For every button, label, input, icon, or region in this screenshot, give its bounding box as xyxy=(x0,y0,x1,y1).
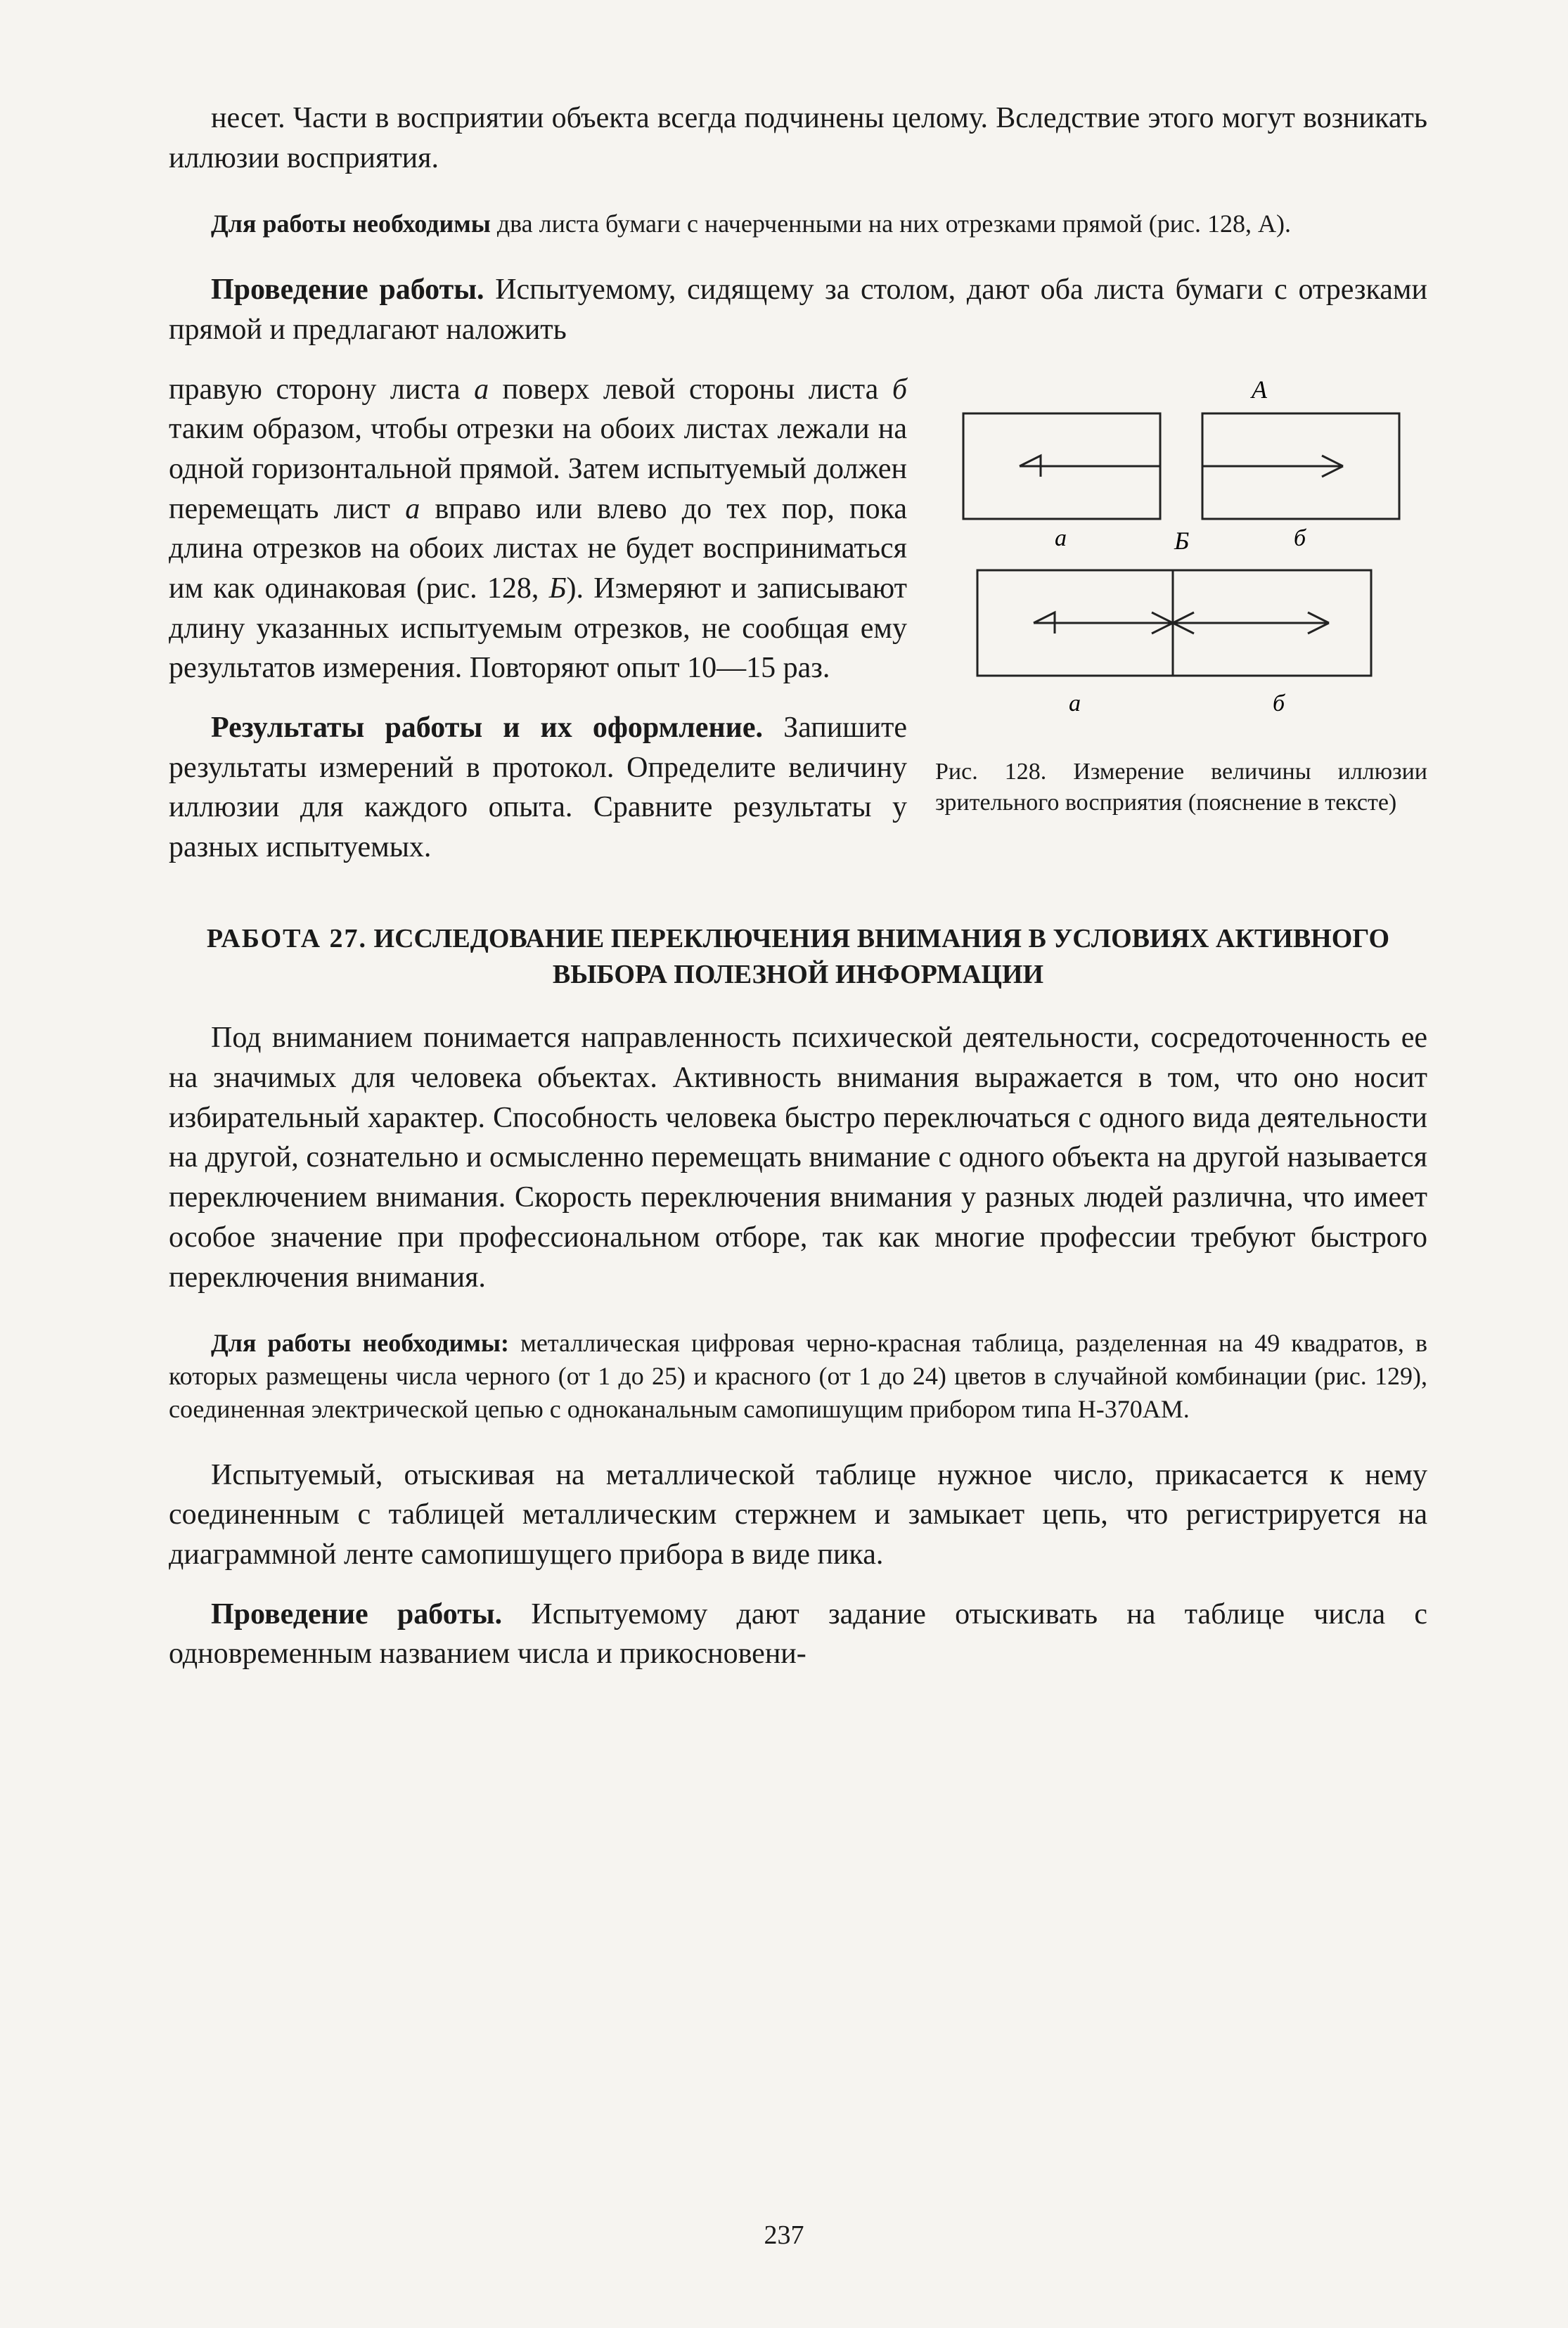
p2-bold: Для работы необходимы xyxy=(211,210,491,238)
p6-bold: Для работы необходимы: xyxy=(211,1329,509,1357)
fig-label-A: А xyxy=(1250,377,1268,404)
p4-bold: Результаты работы и их оформление. xyxy=(211,712,763,744)
fig-label-a2: а xyxy=(1069,690,1081,716)
section-title-work: РАБОТА 27. xyxy=(207,924,367,953)
fig-label-B: Б xyxy=(1174,527,1189,555)
p8-bold: Проведение работы. xyxy=(211,1598,502,1631)
paragraphs-7-8: Испытуемый, отыскивая на металлической т… xyxy=(169,1455,1427,1674)
figure-128-caption: Рис. 128. Измерение величины иллюзии зри… xyxy=(935,757,1427,818)
fig-label-b1: б xyxy=(1294,525,1307,551)
paragraph-6: Для работы необходимы: металлическая циф… xyxy=(169,1327,1427,1425)
paragraph-5: Под вниманием понимается направленность … xyxy=(169,1018,1427,1297)
page-number: 237 xyxy=(0,2220,1568,2251)
figure-128: А а Б б xyxy=(935,377,1427,818)
p7-text: Испытуемый, отыскивая на металлической т… xyxy=(169,1455,1427,1575)
fig-label-a1: а xyxy=(1055,525,1067,551)
page: несет. Части в восприятии объекта всегда… xyxy=(0,0,1568,2328)
section-title-rest: ИССЛЕДОВАНИЕ ПЕРЕКЛЮЧЕНИЯ ВНИМАНИЯ В УСЛ… xyxy=(367,924,1389,989)
p1-text: несет. Части в восприятии объекта всегда… xyxy=(169,98,1427,178)
paragraph-2: Для работы необходимы два листа бумаги с… xyxy=(169,207,1427,240)
section-title-27: РАБОТА 27. ИССЛЕДОВАНИЕ ПЕРЕКЛЮЧЕНИЯ ВНИ… xyxy=(169,921,1427,993)
fig-label-b2: б xyxy=(1273,690,1286,716)
p5-text: Под вниманием понимается направленность … xyxy=(169,1018,1427,1297)
paragraph-1: несет. Части в восприятии объекта всегда… xyxy=(169,98,1427,178)
p2-rest: два листа бумаги с начерченными на них о… xyxy=(491,210,1291,238)
figure-128-svg: А а Б б xyxy=(935,377,1427,742)
wrap-block: Проведение работы. Испытуемому, сидящему… xyxy=(169,270,1427,887)
p3-bold: Проведение работы. xyxy=(211,274,484,306)
